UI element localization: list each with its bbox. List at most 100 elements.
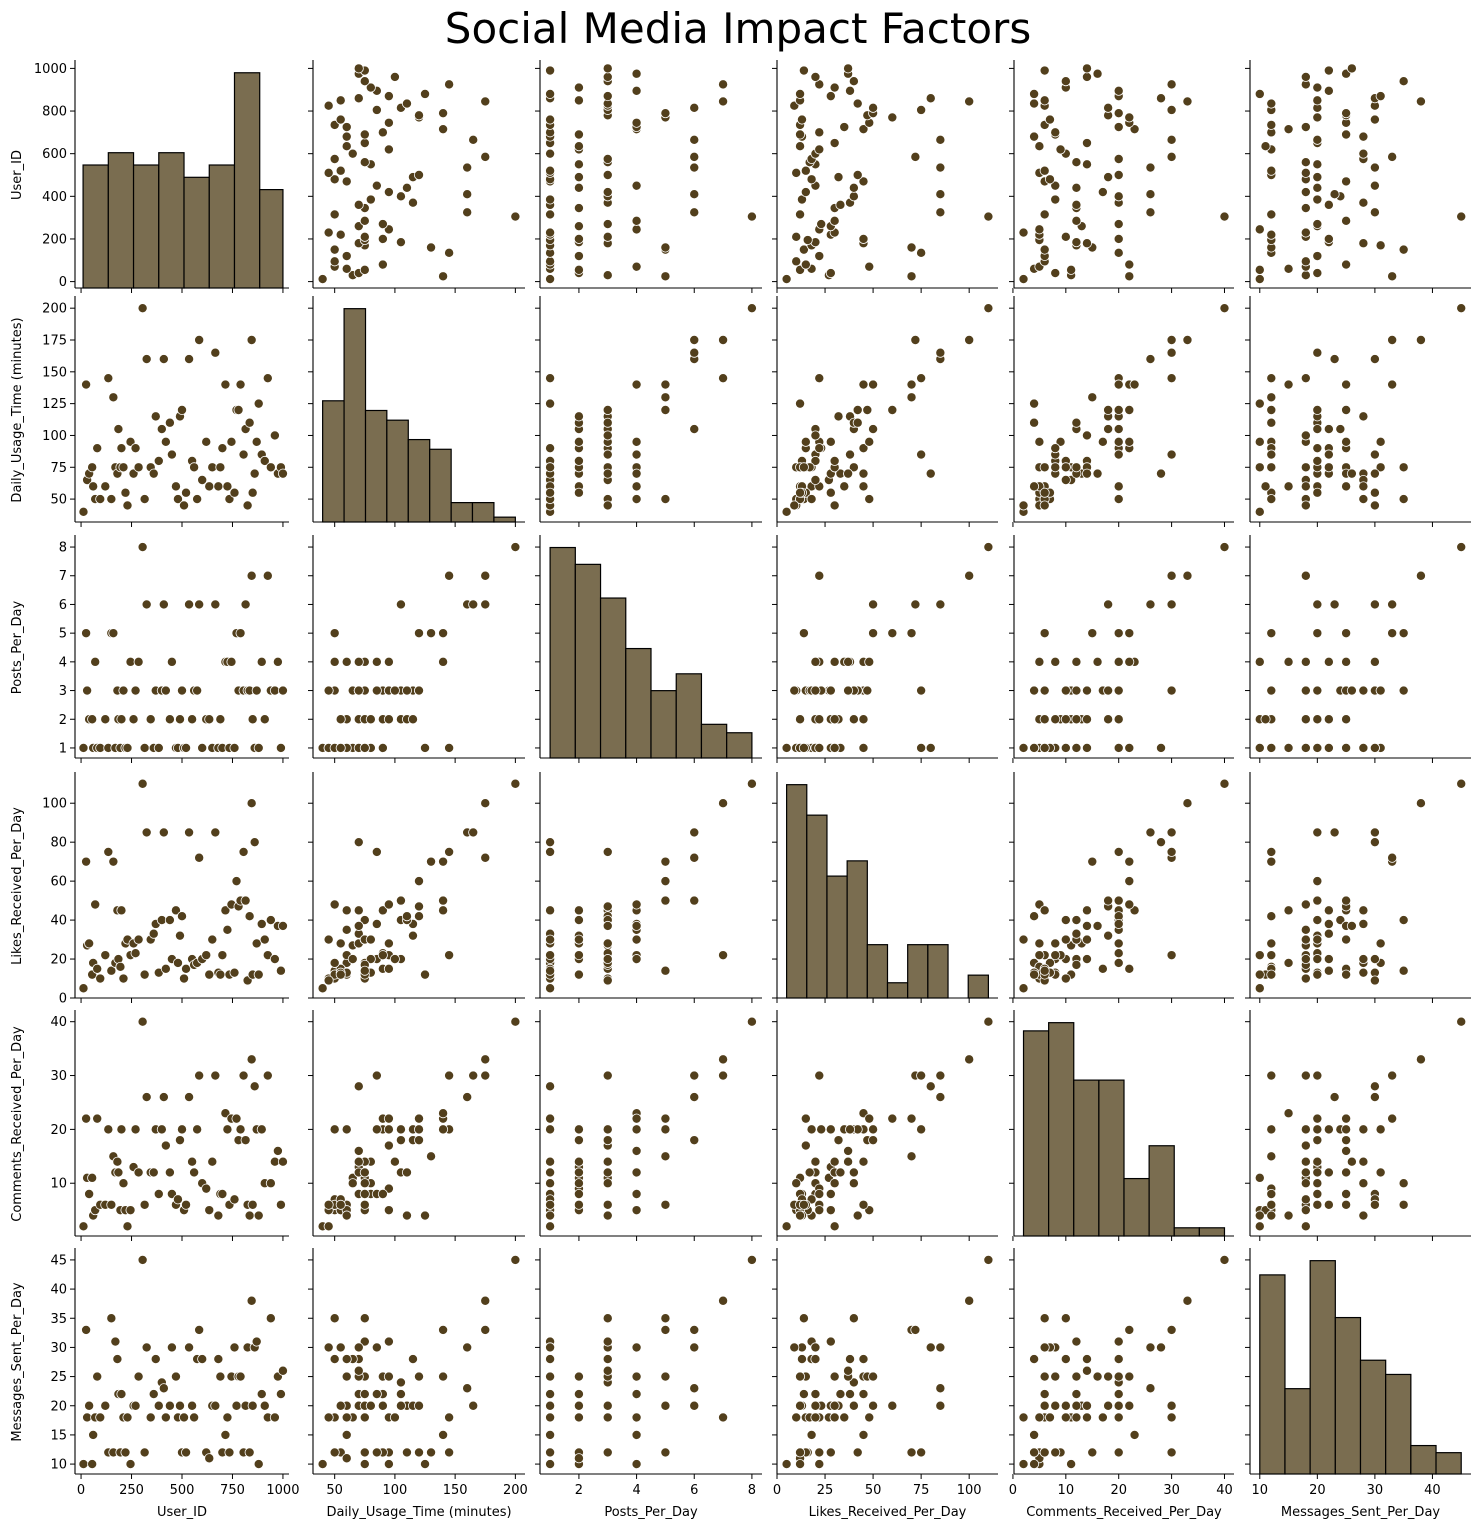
scatter-point (829, 215, 840, 226)
scatter-point (1358, 1156, 1369, 1167)
scatter-point (170, 1371, 181, 1382)
scatter-point (1039, 1447, 1050, 1458)
scatter-point (833, 1135, 844, 1146)
scatter-point (210, 599, 221, 610)
scatter-point (1124, 404, 1135, 415)
scatter-point (545, 1429, 556, 1440)
scatter-point (1060, 231, 1071, 242)
scatter-point (156, 1124, 167, 1135)
scatter-point (156, 424, 167, 435)
scatter-point (1323, 1167, 1334, 1178)
scatter-point (935, 134, 946, 145)
scatter-point (1254, 398, 1265, 409)
scatter-point (689, 134, 700, 145)
scatter-point (1113, 219, 1124, 230)
scatter-point (1341, 1145, 1352, 1156)
scatter-point (217, 950, 228, 961)
scatter-point (1398, 494, 1409, 505)
scatter-point (1266, 685, 1277, 696)
histogram-bar (1435, 1452, 1462, 1475)
scatter-point (864, 1113, 875, 1124)
scatter-point (1346, 920, 1357, 931)
scatter-point (864, 261, 875, 272)
scatter-point (545, 983, 556, 994)
scatter-point (1050, 127, 1061, 138)
scatter-point (545, 487, 556, 498)
x-tick-label: 20 (1110, 1483, 1127, 1498)
scatter-point (1398, 915, 1409, 926)
panel-comments-received-per-day-vs-posts-per-day (535, 1010, 762, 1241)
scatter-point (204, 969, 215, 980)
scatter-point (1300, 973, 1311, 984)
scatter-point (1387, 852, 1398, 863)
scatter-point (1129, 124, 1140, 135)
scatter-point (689, 102, 700, 113)
scatter-point (240, 599, 251, 610)
scatter-point (858, 1199, 869, 1210)
scatter-point (172, 957, 183, 968)
scatter-point (420, 88, 431, 99)
scatter-point (222, 1124, 233, 1135)
scatter-point (545, 398, 556, 409)
y-tick-label: 10 (50, 1177, 67, 1192)
scatter-point (359, 1447, 370, 1458)
scatter-point (426, 628, 437, 639)
scatter-point (335, 1400, 346, 1411)
scatter-point (1329, 189, 1340, 200)
scatter-point (1369, 827, 1380, 838)
scatter-point (1081, 1412, 1092, 1423)
scatter-point (1266, 449, 1277, 460)
scatter-point (916, 104, 927, 115)
x-tick-label: 40 (1424, 1483, 1441, 1498)
scatter-point (160, 1412, 171, 1423)
scatter-point (1346, 468, 1357, 479)
scatter-point (1113, 154, 1124, 165)
scatter-point (249, 1081, 260, 1092)
scatter-point (825, 91, 836, 102)
scatter-point (341, 141, 352, 152)
scatter-point (172, 1194, 183, 1205)
scatter-point (1346, 685, 1357, 696)
scatter-point (1312, 1135, 1323, 1146)
scatter-point (1103, 1400, 1114, 1411)
histogram-bar (866, 944, 889, 999)
scatter-point (800, 165, 811, 176)
scatter-point (545, 1400, 556, 1411)
scatter-point (1254, 224, 1265, 235)
scatter-point (204, 481, 215, 492)
scatter-point (602, 63, 613, 74)
scatter-point (389, 1156, 400, 1167)
scatter-point (858, 379, 869, 390)
scatter-point (795, 141, 806, 152)
scatter-point (660, 1151, 671, 1162)
scatter-point (353, 837, 364, 848)
panel-messages-sent-per-day-vs-user-id (70, 1248, 289, 1479)
scatter-point (1341, 1135, 1352, 1146)
scatter-point (444, 570, 455, 581)
scatter-point (545, 846, 556, 857)
scatter-point (1369, 954, 1380, 965)
scatter-point (1156, 837, 1167, 848)
scatter-point (359, 138, 370, 149)
scatter-point (1312, 599, 1323, 610)
scatter-point (689, 827, 700, 838)
scatter-point (545, 934, 556, 945)
scatter-point (1375, 1124, 1386, 1135)
scatter-point (341, 251, 352, 262)
scatter-point (395, 599, 406, 610)
scatter-point (1415, 798, 1426, 809)
scatter-point (1341, 379, 1352, 390)
scatter-point (256, 918, 267, 929)
scatter-point (1300, 714, 1311, 725)
scatter-point (573, 934, 584, 945)
scatter-point (1300, 481, 1311, 492)
scatter-point (81, 856, 92, 867)
scatter-point (103, 846, 114, 857)
scatter-point (1341, 481, 1352, 492)
scatter-point (269, 430, 280, 441)
x-tick-label: 100 (382, 1483, 407, 1498)
scatter-point (145, 1412, 156, 1423)
scatter-point (323, 227, 334, 238)
scatter-point (413, 110, 424, 121)
scatter-point (781, 506, 792, 517)
